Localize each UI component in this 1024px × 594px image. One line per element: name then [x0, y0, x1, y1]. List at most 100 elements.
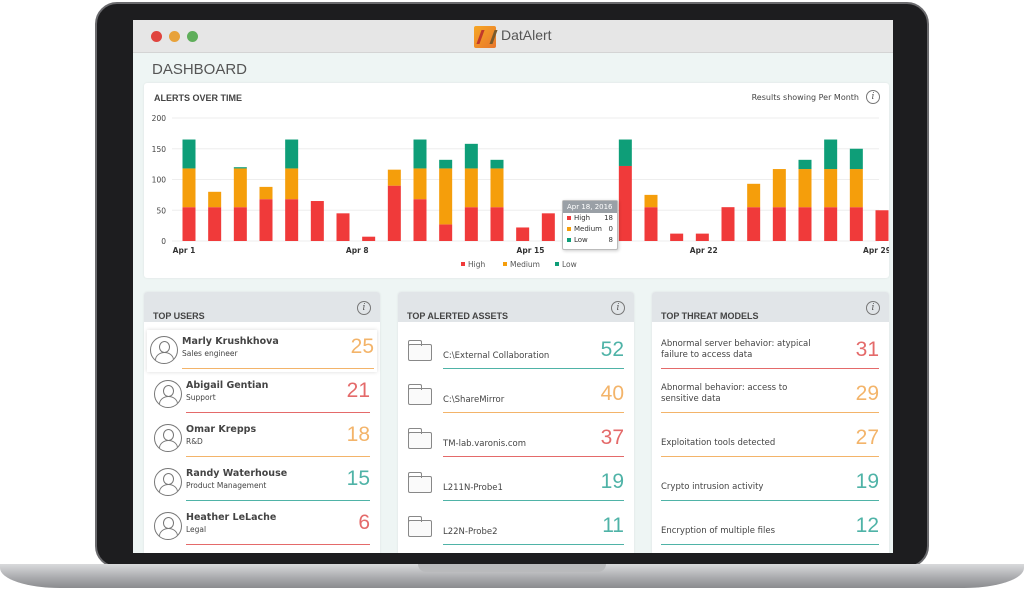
- count-underline: [186, 455, 370, 457]
- panel-header: TOP USERS: [144, 292, 380, 322]
- bar-segment-high: [695, 233, 709, 241]
- asset-row[interactable]: C:\ShareMirror 40: [405, 374, 627, 416]
- user-row[interactable]: Marly Krushkhova Sales engineer 25: [147, 330, 377, 372]
- bar-segment-high: [541, 213, 555, 241]
- y-tick-label: 150: [152, 145, 167, 154]
- user-avatar-icon: [154, 468, 182, 496]
- bar-segment-low: [413, 139, 427, 169]
- threat-model-name: Encryption of multiple files: [661, 526, 776, 536]
- bar-segment-low: [182, 139, 196, 169]
- bar-segment-high: [490, 207, 504, 241]
- panel-header: TOP ALERTED ASSETS: [398, 292, 634, 322]
- bar-segment-medium: [772, 169, 786, 208]
- results-period-label: Results showing Per Month: [751, 93, 859, 102]
- bar-segment-high: [285, 199, 299, 241]
- close-window-button[interactable]: [151, 31, 162, 42]
- tooltip-row-low: Low 8: [563, 235, 617, 246]
- bar-segment-high: [798, 207, 812, 241]
- bar-segment-low: [849, 148, 863, 170]
- info-icon[interactable]: i: [866, 90, 880, 104]
- x-tick-label: Apr 15: [517, 246, 545, 255]
- x-tick-label: Apr 29: [863, 246, 889, 255]
- count-underline: [661, 543, 879, 545]
- y-tick-label: 0: [161, 237, 166, 246]
- threat-row[interactable]: Encryption of multiple files 12: [659, 506, 882, 548]
- user-role: R&D: [186, 437, 203, 446]
- bar-segment-medium: [439, 168, 453, 225]
- threat-row[interactable]: Crypto intrusion activity 19: [659, 462, 882, 504]
- bar-segment-medium: [387, 169, 401, 186]
- bar-segment-medium: [798, 169, 812, 208]
- asset-row[interactable]: C:\External Collaboration 52: [405, 330, 627, 372]
- alert-count: 18: [346, 423, 370, 446]
- alert-count: 25: [350, 335, 374, 358]
- bar-segment-high: [875, 210, 889, 241]
- maximize-window-button[interactable]: [187, 31, 198, 42]
- asset-row[interactable]: L211N-Probe1 19: [405, 462, 627, 504]
- count-underline: [186, 411, 370, 413]
- bar-segment-medium: [464, 168, 478, 208]
- x-tick-label: Apr 1: [173, 246, 196, 255]
- user-row[interactable]: Heather LeLache Legal 6: [151, 506, 373, 548]
- user-role: Product Management: [186, 481, 267, 490]
- user-avatar-icon: [154, 512, 182, 540]
- user-row[interactable]: Omar Krepps R&D 18: [151, 418, 373, 460]
- minimize-window-button[interactable]: [169, 31, 180, 42]
- info-icon[interactable]: i: [357, 301, 371, 315]
- threat-row[interactable]: Abnormal server behavior: atypical failu…: [659, 330, 882, 372]
- bar-segment-medium: [747, 183, 761, 208]
- tooltip-value: 0: [608, 225, 613, 233]
- alert-count: 11: [602, 514, 624, 537]
- count-underline: [443, 455, 624, 457]
- bar-segment-high: [233, 207, 247, 241]
- bar-segment-high: [182, 207, 196, 241]
- bar-segment-high: [747, 207, 761, 241]
- threat-model-name: Exploitation tools detected: [661, 438, 776, 448]
- alert-count: 21: [346, 379, 370, 402]
- bar-segment-low: [439, 159, 453, 169]
- bar-segment-medium: [285, 168, 299, 200]
- bar-segment-medium: [208, 191, 222, 208]
- user-row[interactable]: Randy Waterhouse Product Management 15: [151, 462, 373, 504]
- user-name: Abigail Gentian: [186, 380, 269, 391]
- tooltip-label: Low: [574, 236, 588, 244]
- panel-title: TOP ALERTED ASSETS: [407, 311, 509, 321]
- y-tick-label: 200: [152, 114, 167, 123]
- threat-row[interactable]: Exploitation tools detected 27: [659, 418, 882, 460]
- user-avatar-icon: [154, 424, 182, 452]
- asset-row[interactable]: TM-lab.varonis.com 37: [405, 418, 627, 460]
- alert-count: 27: [855, 426, 879, 449]
- folder-icon: [408, 384, 432, 405]
- count-underline: [661, 367, 879, 369]
- bar-segment-high: [772, 207, 786, 241]
- user-role: Legal: [186, 525, 207, 534]
- bar-segment-medium: [644, 194, 658, 208]
- folder-icon: [408, 472, 432, 493]
- info-icon[interactable]: i: [611, 301, 625, 315]
- count-underline: [661, 411, 879, 413]
- folder-icon: [408, 340, 432, 361]
- bar-segment-medium: [233, 168, 247, 208]
- tooltip-label: High: [574, 214, 591, 222]
- legend-swatch: [503, 262, 507, 266]
- user-row[interactable]: Abigail Gentian Support 21: [151, 374, 373, 416]
- alert-count: 15: [346, 467, 370, 490]
- user-role: Sales engineer: [182, 349, 238, 358]
- panel-title: TOP THREAT MODELS: [661, 311, 759, 321]
- bar-segment-medium: [824, 169, 838, 208]
- bar-segment-low: [618, 139, 632, 166]
- tooltip-value: 18: [604, 214, 613, 222]
- bar-segment-medium: [182, 168, 196, 208]
- card-title: ALERTS OVER TIME: [154, 93, 243, 103]
- user-avatar-icon: [150, 336, 178, 364]
- asset-row[interactable]: L22N-Probe2 11: [405, 506, 627, 548]
- alert-count: 29: [855, 382, 879, 405]
- x-tick-label: Apr 8: [346, 246, 369, 255]
- asset-name: C:\ShareMirror: [443, 395, 505, 405]
- bar-segment-low: [824, 139, 838, 170]
- threat-row[interactable]: Abnormal behavior: access to sensitive d…: [659, 374, 882, 416]
- tooltip-label: Medium: [574, 225, 602, 233]
- info-icon[interactable]: i: [866, 301, 880, 315]
- user-name: Omar Krepps: [186, 424, 257, 435]
- bar-segment-high: [464, 207, 478, 241]
